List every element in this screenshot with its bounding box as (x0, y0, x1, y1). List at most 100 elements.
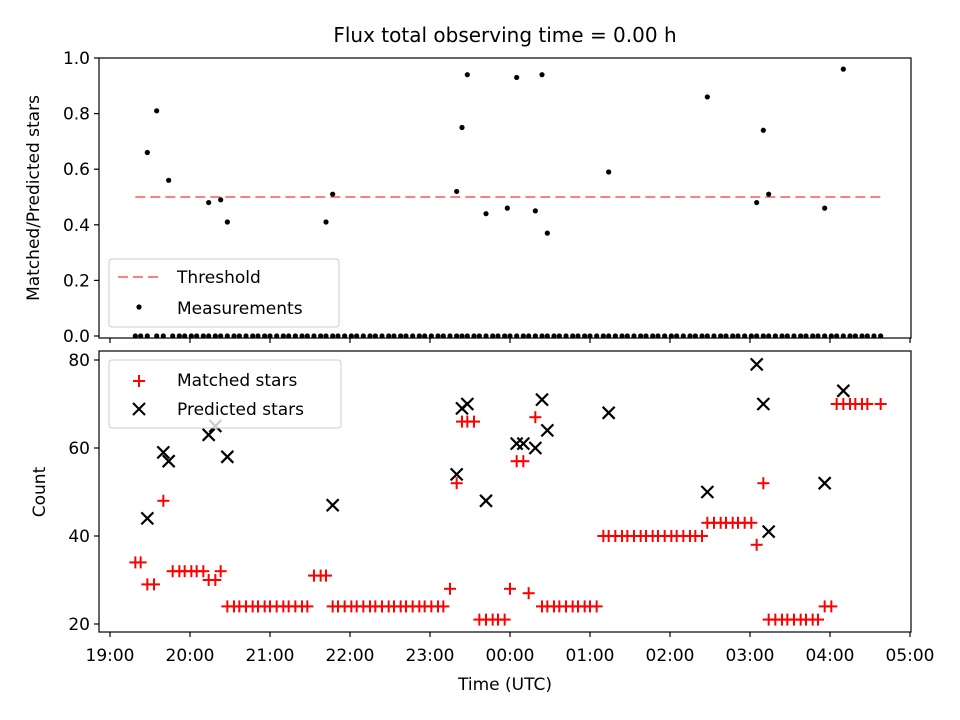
x-tick-label: 22:00 (326, 646, 375, 666)
legend-matched-swatch (133, 375, 145, 387)
measurement-point (772, 333, 778, 339)
measurement-point (520, 333, 526, 339)
predicted-star-point (528, 441, 543, 455)
x-tick-label: 02:00 (646, 646, 695, 666)
measurement-point (810, 333, 816, 339)
y-tick-label: 1.0 (63, 49, 90, 69)
measurement-point (507, 333, 513, 339)
measurement-point (539, 333, 545, 339)
x-axis-label: Time (UTC) (457, 675, 552, 695)
top-y-ticks: 0.0 0.2 0.4 0.6 0.8 1.0 (63, 49, 99, 347)
x-tick-label: 00:00 (486, 646, 535, 666)
predicted-star-point (449, 467, 464, 482)
measurement-point (224, 219, 230, 225)
measurement-point (532, 333, 538, 339)
measurement-point (606, 169, 612, 175)
measurement-point (551, 333, 557, 339)
measurement-point (587, 333, 593, 339)
predicted-star-point (749, 357, 764, 372)
measurement-point (231, 333, 237, 339)
measurement-point (692, 333, 698, 339)
matched-star-point (157, 494, 170, 507)
measurement-point (236, 333, 242, 339)
measurement-point (575, 333, 581, 339)
measurement-point (723, 333, 729, 339)
matched-star-point (590, 600, 603, 613)
measurement-point (760, 127, 766, 133)
matched-star-point (498, 613, 511, 626)
measurement-point (379, 333, 385, 339)
measurement-point (570, 333, 576, 339)
measurement-point (440, 333, 446, 339)
measurement-point (834, 333, 840, 339)
measurement-point (212, 333, 218, 339)
measurement-point (532, 208, 538, 214)
measurement-point (194, 333, 200, 339)
measurement-point (514, 74, 520, 81)
measurement-point (699, 333, 705, 339)
matched-star-point (825, 600, 838, 613)
measurement-point (711, 333, 717, 339)
measurement-point (435, 333, 441, 339)
measurement-point (754, 199, 760, 206)
predicted-star-point (156, 445, 171, 460)
measurement-point (594, 333, 600, 339)
predicted-star-point (601, 406, 616, 420)
x-tick-label: 23:00 (406, 646, 455, 666)
measurement-point (828, 333, 834, 339)
matched-star-point (468, 415, 480, 428)
measurement-point (206, 333, 212, 339)
measurement-point (600, 333, 606, 339)
measurement-point (218, 333, 224, 339)
measurement-point (612, 333, 618, 339)
predicted-star-point (460, 397, 475, 411)
predicted-star-point (836, 384, 851, 398)
measurement-point (730, 333, 736, 339)
measurement-point (526, 333, 532, 339)
y-tick-label: 0.4 (63, 216, 90, 236)
measurement-point (144, 149, 150, 156)
measurement-point (687, 333, 693, 339)
bottom-panel: 19:00 20:00 21:00 22:00 23:00 00:00 01:00 02:00… (30, 350, 935, 695)
measurement-point (504, 205, 510, 211)
measurement-point (754, 333, 760, 339)
y-tick-label: 0.8 (63, 105, 90, 125)
top-legend: Threshold Measurements (108, 258, 340, 328)
measurement-point (330, 333, 336, 339)
x-tick-label: 05:00 (886, 646, 935, 666)
measurement-point (292, 333, 298, 339)
bottom-legend: Matched stars Predicted stars (108, 359, 342, 429)
measurement-point (464, 333, 470, 339)
measurement-point (563, 333, 569, 339)
measurement-point (674, 333, 680, 339)
top-panel: 0.0 0.2 0.4 0.6 0.8 1.0 Matched/Predicted sta… (24, 49, 912, 347)
measurement-point (556, 333, 562, 339)
measurement-point (471, 333, 477, 339)
measurement-point (631, 333, 637, 339)
top-gridless-area (132, 66, 884, 339)
matched-star-point (750, 538, 763, 551)
measurement-point (619, 333, 625, 339)
predicted-star-point (700, 485, 715, 499)
matched-star-point (529, 411, 542, 424)
measurement-point (878, 333, 884, 339)
measurement-point (476, 333, 482, 339)
measurement-point (859, 333, 865, 339)
measurement-point (410, 333, 416, 339)
matched-star-point (450, 477, 463, 490)
measurement-point (166, 177, 172, 183)
measurement-point (138, 333, 144, 339)
measurement-point (250, 333, 256, 339)
y-tick-label: 40 (68, 527, 90, 547)
legend-predicted-swatch (132, 402, 146, 416)
measurement-point (760, 333, 766, 339)
x-tick-label: 03:00 (726, 646, 775, 666)
measurement-point (766, 191, 772, 197)
measurement-point (311, 333, 317, 339)
measurement-point (170, 333, 176, 339)
matched-star-point (301, 600, 314, 613)
measurement-point (815, 333, 821, 339)
x-tick-label: 20:00 (166, 646, 215, 666)
matched-star-point (812, 613, 824, 626)
matched-star-point (437, 600, 450, 613)
